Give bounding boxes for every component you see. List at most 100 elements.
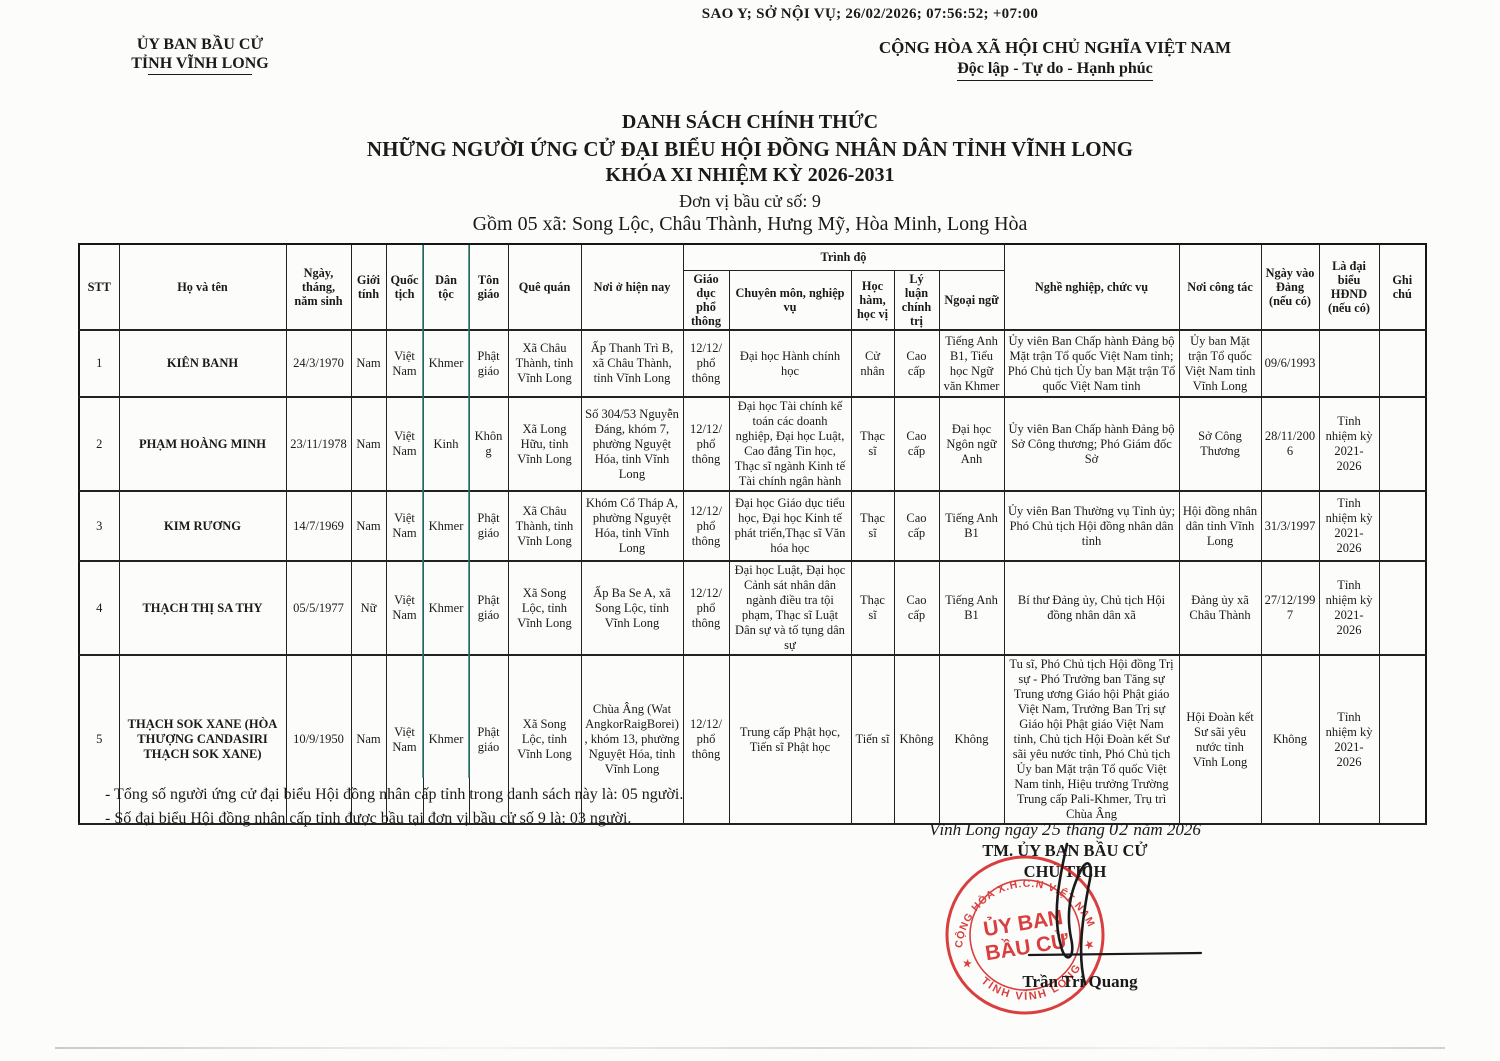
table-cell: Tiến sĩ <box>850 654 895 826</box>
table-cell: Tiếng Anh B1, Tiểu học Ngữ văn Khmer <box>938 329 1005 399</box>
issuing-org-name: ỦY BAN BẦU CỬ <box>136 36 264 53</box>
table-cell: 24/3/1970 <box>285 329 352 399</box>
table-header-row-sub: Giáo dục phổ thông Chuyên môn, nghiệp vụ… <box>79 269 1426 331</box>
table-cell: 3 <box>78 490 120 563</box>
col-header-ethnicity: Dân tộc <box>422 243 470 331</box>
table-cell: Việt Nam <box>385 329 424 399</box>
date-mid: tháng <box>1066 820 1105 839</box>
table-cell: Chùa Âng (Wat AngkorRaigBorei), khóm 13,… <box>580 654 684 826</box>
col-header-dob: Ngày, tháng, năm sinh <box>285 243 352 331</box>
table-cell: Phật giáo <box>468 329 509 399</box>
table-cell: Xã Long Hữu, tỉnh Vĩnh Long <box>507 396 582 493</box>
copy-certification-line: SAO Y; SỞ NỘI VỤ; 26/02/2026; 07:56:52; … <box>701 6 1039 22</box>
col-header-residence: Nơi ở hiện nay <box>580 243 684 331</box>
table-cell: 10/9/1950 <box>285 654 352 826</box>
table-cell: Không <box>938 654 1005 826</box>
table-cell: Ủy ban Mặt trận Tổ quốc Việt Nam tỉnh Vĩ… <box>1178 329 1262 399</box>
col-header-stt: STT <box>78 243 120 331</box>
col-header-religion: Tôn giáo <box>468 243 509 331</box>
date-month-handwritten: 02 <box>1109 819 1130 839</box>
col-header-gender: Giới tính <box>350 243 387 331</box>
col-header-occupation: Nghề nghiệp, chức vụ <box>1003 243 1180 331</box>
table-cell: Cử nhân <box>850 329 895 399</box>
table-cell: Việt Nam <box>385 490 424 563</box>
table-cell: Xã Châu Thành, tỉnh Vĩnh Long <box>507 490 582 563</box>
col-header-degree: Học hàm, học vị <box>850 269 895 331</box>
date-day-handwritten: 25 <box>1041 819 1062 839</box>
table-cell: Nam <box>350 329 387 399</box>
table-cell: Khmer <box>422 329 470 399</box>
summary-note-total: - Tổng số người ứng cử đại biểu Hội đồng… <box>105 786 684 803</box>
table-cell: 12/12/ phổ thông <box>682 654 730 826</box>
table-cell: Không <box>468 396 509 493</box>
table-cell: Cao cấp <box>893 396 940 493</box>
table-cell: Đại học Luật, Đại học Cảnh sát nhân dân … <box>728 560 852 657</box>
signature-role: CHỦ TỊCH <box>1023 862 1107 881</box>
table-cell: Sở Công Thương <box>1178 396 1262 493</box>
table-cell: Ủy viên Ban Chấp hành Đảng bộ Mặt trận T… <box>1003 329 1180 399</box>
table-cell: Cao cấp <box>893 329 940 399</box>
table-cell: Khóm Cổ Tháp A, phường Nguyệt Hóa, tỉnh … <box>580 490 684 563</box>
table-cell: Ủy viên Ban Thường vụ Tỉnh ủy; Phó Chủ t… <box>1003 490 1180 563</box>
table-row: 4 THẠCH THỊ SA THY 05/5/1977 Nữ Việt Nam… <box>78 560 1427 657</box>
scan-artifact-line <box>468 245 470 778</box>
candidate-table: STT Họ và tên Ngày, tháng, năm sinh Giới… <box>78 243 1428 826</box>
col-header-profession: Chuyên môn, nghiệp vụ <box>728 269 852 331</box>
table-cell: Tỉnh nhiệm kỳ 2021-2026 <box>1318 396 1380 493</box>
col-header-nationality: Quốc tịch <box>385 243 424 331</box>
table-cell: Việt Nam <box>385 560 424 657</box>
table-cell: Tiếng Anh B1 <box>938 490 1005 563</box>
table-cell: Nam <box>350 396 387 493</box>
table-cell: Cao cấp <box>893 490 940 563</box>
scan-artifact-line <box>422 245 424 778</box>
table-cell: Xã Song Lộc, tỉnh Vĩnh Long <box>507 654 582 826</box>
table-cell: 27/12/1997 <box>1260 560 1320 657</box>
table-cell: 4 <box>78 560 120 657</box>
table-cell: Tỉnh nhiệm kỳ 2021-2026 <box>1318 654 1380 826</box>
table-cell: Việt Nam <box>385 396 424 493</box>
table-cell: KIM RƯƠNG <box>118 490 287 563</box>
table-row: 2 PHẠM HOÀNG MINH 23/11/1978 Nam Việt Na… <box>78 396 1427 493</box>
col-header-council-member: Là đại biểu HĐND (nếu có) <box>1318 243 1380 331</box>
table-header-row-group: STT Họ và tên Ngày, tháng, năm sinh Giới… <box>78 243 1427 331</box>
table-cell: Trung cấp Phật học, Tiến sĩ Phật học <box>728 654 852 826</box>
signature-date-line: Vĩnh Long ngày 25 tháng 02 năm 2026 <box>880 819 1250 840</box>
table-cell: Khmer <box>422 560 470 657</box>
issuing-org-block: ỦY BAN BẦU CỬ TỈNH VĨNH LONG <box>80 36 320 75</box>
table-cell: Khmer <box>422 490 470 563</box>
table-cell: 2 <box>78 396 120 493</box>
svg-text:★: ★ <box>958 956 975 972</box>
table-cell: 12/12/ phổ thông <box>682 560 730 657</box>
table-cell: Tỉnh nhiệm kỳ 2021-2026 <box>1318 490 1380 563</box>
col-header-notes: Ghi chú <box>1378 243 1427 331</box>
table-cell: Đại học Tài chính kế toán các doanh nghi… <box>728 396 852 493</box>
table-cell: Đại học Hành chính học <box>728 329 852 399</box>
col-header-language: Ngoại ngữ <box>938 269 1005 331</box>
col-header-name: Họ và tên <box>118 243 287 331</box>
table-cell: Xã Song Lộc, tỉnh Vĩnh Long <box>507 560 582 657</box>
col-header-political-theory: Lý luận chính trị <box>893 269 940 331</box>
col-header-education: Giáo dục phổ thông <box>682 269 730 331</box>
table-cell: 12/12/ phổ thông <box>682 329 730 399</box>
table-cell: KIÊN BANH <box>118 329 287 399</box>
table-cell: Đại học Ngôn ngữ Anh <box>938 396 1005 493</box>
col-header-qualification-group: Trình độ <box>682 243 1005 271</box>
table-cell: PHẠM HOÀNG MINH <box>118 396 287 493</box>
col-header-hometown: Quê quán <box>507 243 582 331</box>
table-cell <box>1378 654 1427 826</box>
issuing-org-province: TỈNH VĨNH LONG <box>131 55 269 72</box>
table-cell <box>1378 490 1427 563</box>
org-underline <box>148 74 252 75</box>
table-cell: Thạc sĩ <box>850 560 895 657</box>
table-cell: Phật giáo <box>468 654 509 826</box>
doc-title-communes: Gồm 05 xã: Song Lộc, Châu Thành, Hưng Mỹ… <box>472 213 1028 235</box>
signer-name: Trần Trí Quang <box>1022 972 1138 991</box>
col-header-workplace: Nơi công tác <box>1178 243 1262 331</box>
table-cell: Đảng ủy xã Châu Thành <box>1178 560 1262 657</box>
table-cell: Việt Nam <box>385 654 424 826</box>
table-row: 1 KIÊN BANH 24/3/1970 Nam Việt Nam Khmer… <box>78 329 1427 399</box>
table-cell <box>1378 329 1427 399</box>
table-cell: Nam <box>350 490 387 563</box>
table-cell: Không <box>1260 654 1320 826</box>
